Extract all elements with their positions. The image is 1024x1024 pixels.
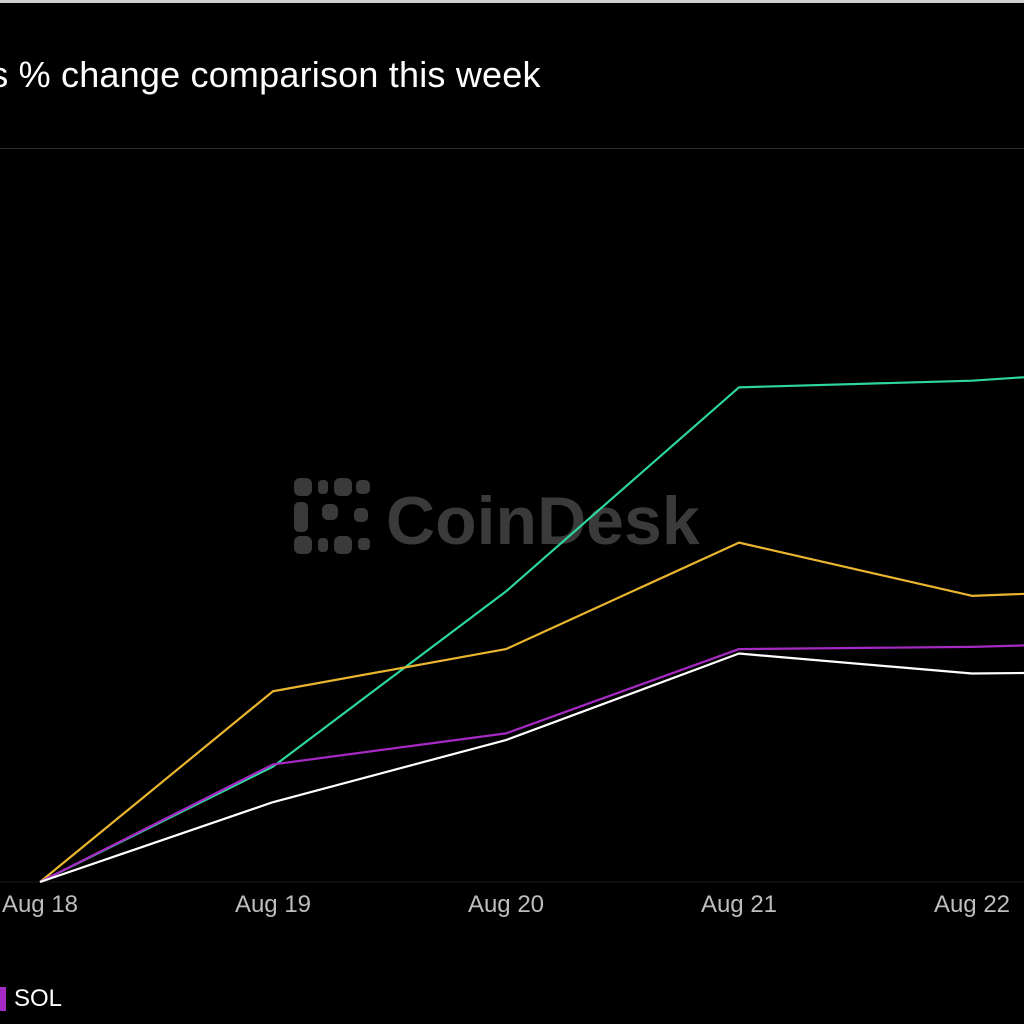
coindesk-watermark: CoinDesk [294,478,700,559]
x-tick-label: Aug 21 [701,891,777,918]
series-layer [39,376,1024,884]
x-tick-label: Aug 18 [2,891,78,918]
series-line-series-4 [39,652,1024,884]
legend: SOL [0,985,62,1013]
series-line-series-2 [39,541,1024,883]
coindesk-logo-icon [294,478,370,554]
series-line-sol [39,644,1024,883]
x-tick-label: Aug 20 [468,891,544,918]
series-line-series-1 [39,376,1024,883]
watermark-text: CoinDesk [386,483,700,559]
chart-title: rs % change comparison this week [0,54,541,95]
title-divider [0,148,1024,149]
x-tick-labels: Aug 18 Aug 19 Aug 20 Aug 21 Aug 22 [2,891,1010,918]
x-tick-label: Aug 19 [235,891,311,918]
legend-label-sol: SOL [14,985,63,1012]
legend-swatch-sol [0,987,6,1011]
x-tick-label: Aug 22 [934,891,1010,918]
top-border [0,0,1024,3]
